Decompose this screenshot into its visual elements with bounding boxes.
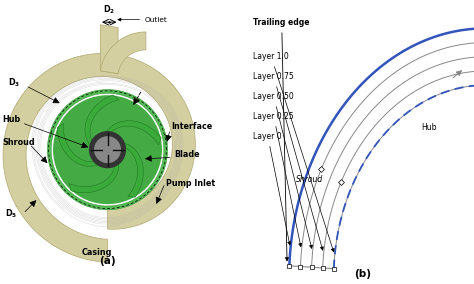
Text: Trailing edge: Trailing edge: [254, 18, 310, 261]
Polygon shape: [105, 121, 161, 145]
Polygon shape: [3, 54, 195, 262]
Text: Shroud: Shroud: [2, 137, 35, 147]
Text: Layer 0: Layer 0: [254, 132, 291, 245]
Text: Blade: Blade: [174, 150, 200, 159]
Circle shape: [90, 132, 126, 168]
Text: Leading edge: Leading edge: [0, 283, 1, 284]
Text: (a): (a): [99, 256, 116, 266]
Text: Layer 0.50: Layer 0.50: [254, 92, 312, 248]
Text: Interface: Interface: [172, 122, 213, 131]
Polygon shape: [100, 32, 146, 74]
Text: Shroud: Shroud: [296, 175, 323, 183]
Text: Hub: Hub: [2, 114, 21, 124]
Text: Layer 0.25: Layer 0.25: [254, 112, 302, 247]
Polygon shape: [69, 157, 119, 193]
Text: Layer 1.0: Layer 1.0: [254, 52, 334, 252]
Text: Outlet: Outlet: [118, 16, 168, 23]
Circle shape: [95, 137, 120, 162]
Text: (b): (b): [354, 269, 371, 279]
Text: Hub: Hub: [421, 124, 437, 132]
Text: $\mathbf{D_5}$: $\mathbf{D_5}$: [5, 207, 18, 220]
Text: $\mathbf{D_3}$: $\mathbf{D_3}$: [8, 77, 20, 89]
Text: Layer 0.75: Layer 0.75: [254, 72, 323, 250]
Polygon shape: [117, 143, 143, 197]
Text: $\mathbf{D_2}$: $\mathbf{D_2}$: [103, 3, 115, 16]
Polygon shape: [85, 95, 118, 148]
Text: Casing: Casing: [82, 248, 112, 257]
Polygon shape: [100, 25, 118, 74]
Polygon shape: [57, 124, 102, 166]
Circle shape: [54, 96, 161, 203]
Text: Pump Inlet: Pump Inlet: [166, 179, 216, 187]
